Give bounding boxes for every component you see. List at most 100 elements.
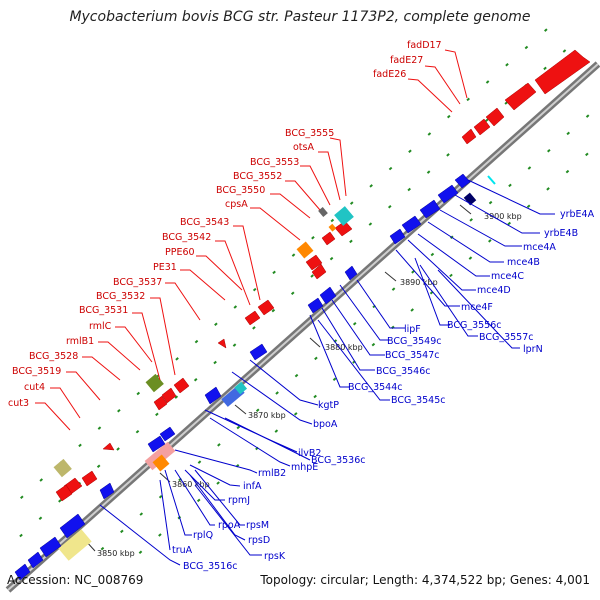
tick-mark xyxy=(309,337,321,348)
gene-label: cpsA xyxy=(225,199,248,210)
gene-arrow xyxy=(307,297,324,314)
gene-arrow xyxy=(249,343,268,361)
track-dot xyxy=(275,391,279,395)
track-dot xyxy=(158,533,162,537)
track-dot xyxy=(427,132,432,136)
gene-arrow xyxy=(437,184,459,204)
track-dot xyxy=(507,221,512,226)
gene-arrow xyxy=(305,254,323,271)
gene-arrow xyxy=(217,338,227,349)
track-dot xyxy=(311,236,315,240)
gene-label: BCG_3516c xyxy=(183,561,238,572)
track-dot xyxy=(369,184,373,188)
track-dot xyxy=(96,464,101,469)
gene-label: rpsD xyxy=(248,535,270,546)
track-dot xyxy=(585,114,590,118)
gene-arrow xyxy=(344,265,358,281)
track-dot xyxy=(216,481,220,485)
track-dot xyxy=(310,274,314,278)
gene-label: rpsM xyxy=(246,520,269,531)
track-dot xyxy=(411,270,415,274)
gene-label: kgtP xyxy=(318,400,339,411)
track-dot xyxy=(332,377,337,381)
track-dot xyxy=(349,239,353,244)
gene-arrow xyxy=(102,442,115,451)
gene-label: BCG_3537 xyxy=(113,277,162,288)
track-dot xyxy=(100,546,105,551)
gene-label: BCG_3553 xyxy=(250,157,299,168)
gene-label: lprN xyxy=(523,344,543,355)
track-dot xyxy=(566,131,571,136)
gene-label: rplQ xyxy=(193,530,213,541)
gene-label: PPE60 xyxy=(165,247,195,258)
track-dot xyxy=(213,360,217,365)
track-dot xyxy=(449,273,453,278)
gene-label: BCG_3546c xyxy=(376,366,431,377)
gene-label: bpoA xyxy=(313,419,338,430)
reverse-leaders xyxy=(99,179,555,566)
gene-label: BCG_3542 xyxy=(162,232,211,243)
feature-box xyxy=(145,373,164,393)
tick-label: 3890 kbp xyxy=(400,278,438,287)
track-dot xyxy=(407,187,411,192)
accession-text: Accession: NC_008769 xyxy=(7,573,144,587)
track-dot xyxy=(272,270,276,275)
gene-label: BCG_3519 xyxy=(12,366,61,377)
gene-label: infA xyxy=(243,481,262,492)
gene-label: yrbE4B xyxy=(544,228,578,239)
tick-mark xyxy=(384,271,397,282)
gene-label: mce4A xyxy=(523,242,556,253)
gene-arrow xyxy=(161,387,177,404)
track-dot xyxy=(368,222,373,226)
gene-arrow xyxy=(204,386,222,405)
track-dot xyxy=(139,512,144,516)
gene-label: yrbE4A xyxy=(560,209,595,220)
track-dot xyxy=(430,252,435,257)
gene-arrow xyxy=(99,482,115,500)
gene-arrow xyxy=(59,513,86,539)
track-dot xyxy=(290,291,295,296)
gene-arrow xyxy=(473,118,491,136)
tick-label: 3900 kbp xyxy=(484,212,522,221)
track-dot xyxy=(466,97,470,102)
gene-label: rmlB1 xyxy=(66,336,94,347)
reverse-genes xyxy=(14,173,471,581)
track-dot xyxy=(116,447,120,451)
feature-box xyxy=(152,454,170,472)
gene-arrow xyxy=(159,426,176,442)
feature-box xyxy=(234,381,248,395)
track-dot xyxy=(488,200,493,205)
gene-arrow xyxy=(311,263,327,280)
gene-label: PE31 xyxy=(153,262,177,273)
track-dot xyxy=(562,49,567,53)
gene-label: rmlB2 xyxy=(258,468,286,479)
gene-arrow xyxy=(389,228,406,245)
track-dot xyxy=(136,391,141,396)
track-dot xyxy=(274,429,279,433)
gene-arrow xyxy=(454,173,471,189)
track-dot xyxy=(97,426,102,430)
track-dot xyxy=(585,152,589,157)
gene-label: fadD17 xyxy=(407,40,442,51)
track-dot xyxy=(408,149,412,154)
gene-arrow xyxy=(401,215,422,234)
gene-label: mce4C xyxy=(491,271,524,282)
gene-arrow xyxy=(461,128,477,145)
gene-label: otsA xyxy=(293,142,314,153)
gene-arrow xyxy=(257,299,275,316)
gene-arrow xyxy=(504,82,537,111)
gene-label: mce4B xyxy=(507,257,540,268)
track-dot xyxy=(527,166,532,170)
tick-mark xyxy=(459,204,472,215)
track-dot xyxy=(524,45,529,50)
gene-label: fadE27 xyxy=(390,55,423,66)
track-dot xyxy=(193,378,198,382)
gene-label: BCG_3549c xyxy=(387,336,442,347)
gene-label: rpoA xyxy=(218,520,241,531)
gene-label: mce4D xyxy=(477,285,511,296)
track-dot xyxy=(446,114,451,119)
gene-label: BCG_3552 xyxy=(233,171,282,182)
gene-label: BCG_3528 xyxy=(29,351,78,362)
track-dot xyxy=(58,499,62,503)
